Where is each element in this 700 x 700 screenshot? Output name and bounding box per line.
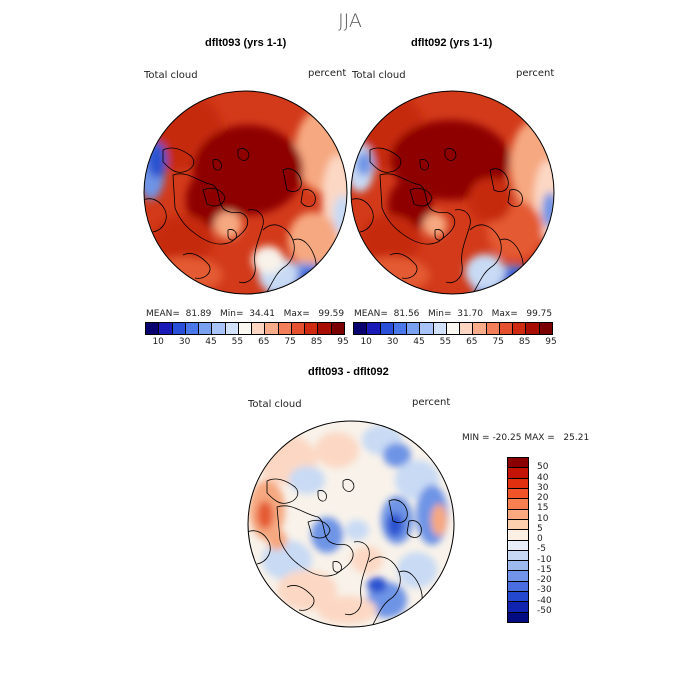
colorbar-level-label: 10 <box>537 513 549 524</box>
colorbar-swatch <box>460 323 474 334</box>
colorbar-tick-label: 95 <box>337 337 349 347</box>
colorbar-swatch <box>318 323 332 334</box>
colorbar-tick-label: 55 <box>439 337 452 347</box>
diff-colorbar-labels: 50 40 30 20 15 10 5 0 -5 -10 -15 -20 -30 -40 -50 <box>537 457 567 621</box>
colorbar-swatch <box>305 323 319 334</box>
right-units-label: percent <box>516 68 555 79</box>
diff-colorbar <box>507 457 529 623</box>
colorbar-swatch <box>508 550 528 562</box>
colorbar-swatch <box>508 488 528 500</box>
colorbar-tick-label: 45 <box>205 337 217 347</box>
colorbar-swatch <box>225 323 239 334</box>
colorbar-level-label: 5 <box>537 523 543 534</box>
colorbar-level-label: 40 <box>537 472 549 483</box>
colorbar-swatch <box>526 323 540 334</box>
colorbar-level-label: 20 <box>537 493 549 503</box>
colorbar-level-label: -5 <box>537 544 546 555</box>
colorbar-swatch <box>473 323 487 334</box>
left-variable-label: Total cloud <box>144 70 198 81</box>
colorbar-swatch <box>354 323 368 334</box>
left-colorbar <box>145 322 345 335</box>
colorbar-swatch <box>380 323 394 334</box>
colorbar-level-label: -10 <box>537 554 552 565</box>
right-stats: MEAN= 81.56 Min= 31.70 Max= 99.75 <box>354 309 553 319</box>
colorbar-swatch <box>513 323 527 334</box>
colorbar-level-label: -20 <box>537 575 552 585</box>
left-panel-title: dflt093 (yrs 1-1) <box>205 37 287 49</box>
right-polar-map <box>350 90 555 295</box>
diff-units-label: percent <box>412 397 451 408</box>
colorbar-swatch <box>212 323 226 334</box>
colorbar-level-label: -50 <box>537 605 552 616</box>
right-variable-label: Total cloud <box>352 70 406 81</box>
colorbar-level-label: -30 <box>537 585 552 596</box>
colorbar-level-label: 30 <box>537 482 549 493</box>
colorbar-tick-label: 55 <box>231 337 244 347</box>
colorbar-swatch <box>331 323 344 334</box>
colorbar-swatch <box>508 499 528 510</box>
colorbar-swatch <box>446 323 461 334</box>
colorbar-tick-label: 85 <box>310 337 323 347</box>
colorbar-swatch <box>508 612 528 622</box>
colorbar-swatch <box>433 323 447 334</box>
colorbar-swatch <box>508 592 528 603</box>
colorbar-swatch <box>508 458 528 469</box>
colorbar-swatch <box>146 323 160 334</box>
diff-polar-map <box>247 420 455 628</box>
colorbar-swatch <box>508 540 528 551</box>
colorbar-swatch <box>486 323 500 334</box>
left-polar-map <box>143 90 348 295</box>
left-colorbar-ticks: 10 30 45 55 65 75 85 95 <box>145 337 349 349</box>
colorbar-tick-label: 65 <box>466 337 478 347</box>
colorbar-swatch <box>420 323 434 334</box>
colorbar-level-label: 0 <box>537 534 543 544</box>
right-panel-title: dflt092 (yrs 1-1) <box>411 37 493 49</box>
colorbar-swatch <box>508 530 528 541</box>
left-stats: MEAN= 81.89 Min= 34.41 Max= 99.59 <box>146 309 345 319</box>
colorbar-level-label: 50 <box>537 462 549 473</box>
colorbar-swatch <box>539 323 552 334</box>
colorbar-swatch <box>508 571 528 582</box>
colorbar-swatch <box>508 519 528 531</box>
colorbar-tick-label: 30 <box>386 337 399 347</box>
diff-stats: MIN = -20.25 MAX = 25.21 <box>462 433 590 443</box>
colorbar-level-label: -40 <box>537 595 552 606</box>
colorbar-swatch <box>367 323 381 334</box>
colorbar-swatch <box>508 468 528 479</box>
colorbar-swatch <box>159 323 173 334</box>
right-colorbar-ticks: 10 30 45 55 65 75 85 95 <box>353 337 557 349</box>
left-units-label: percent <box>308 68 347 79</box>
colorbar-swatch <box>278 323 292 334</box>
colorbar-swatch <box>508 561 528 572</box>
colorbar-swatch <box>508 581 528 593</box>
colorbar-swatch <box>291 323 306 334</box>
colorbar-swatch <box>172 323 186 334</box>
colorbar-tick-label: 45 <box>413 337 425 347</box>
colorbar-swatch <box>265 323 279 334</box>
colorbar-swatch <box>252 323 266 334</box>
colorbar-swatch <box>508 509 528 520</box>
colorbar-swatch <box>508 478 528 489</box>
colorbar-tick-label: 10 <box>152 337 164 347</box>
colorbar-tick-label: 75 <box>492 337 504 347</box>
colorbar-tick-label: 10 <box>360 337 372 347</box>
colorbar-level-label: 15 <box>537 503 549 514</box>
right-colorbar <box>353 322 553 335</box>
colorbar-swatch <box>508 602 528 613</box>
colorbar-tick-label: 95 <box>545 337 557 347</box>
colorbar-swatch <box>393 323 408 334</box>
colorbar-swatch <box>499 323 514 334</box>
colorbar-tick-label: 65 <box>258 337 270 347</box>
diff-variable-label: Total cloud <box>248 399 302 410</box>
diff-panel-title: dflt093 - dflt092 <box>308 366 389 378</box>
colorbar-tick-label: 85 <box>518 337 531 347</box>
colorbar-tick-label: 30 <box>178 337 191 347</box>
colorbar-swatch <box>199 323 213 334</box>
colorbar-swatch <box>185 323 200 334</box>
season-title: JJA <box>338 10 362 32</box>
colorbar-tick-label: 75 <box>284 337 296 347</box>
colorbar-level-label: -15 <box>537 564 552 575</box>
colorbar-swatch <box>238 323 253 334</box>
colorbar-swatch <box>407 323 421 334</box>
